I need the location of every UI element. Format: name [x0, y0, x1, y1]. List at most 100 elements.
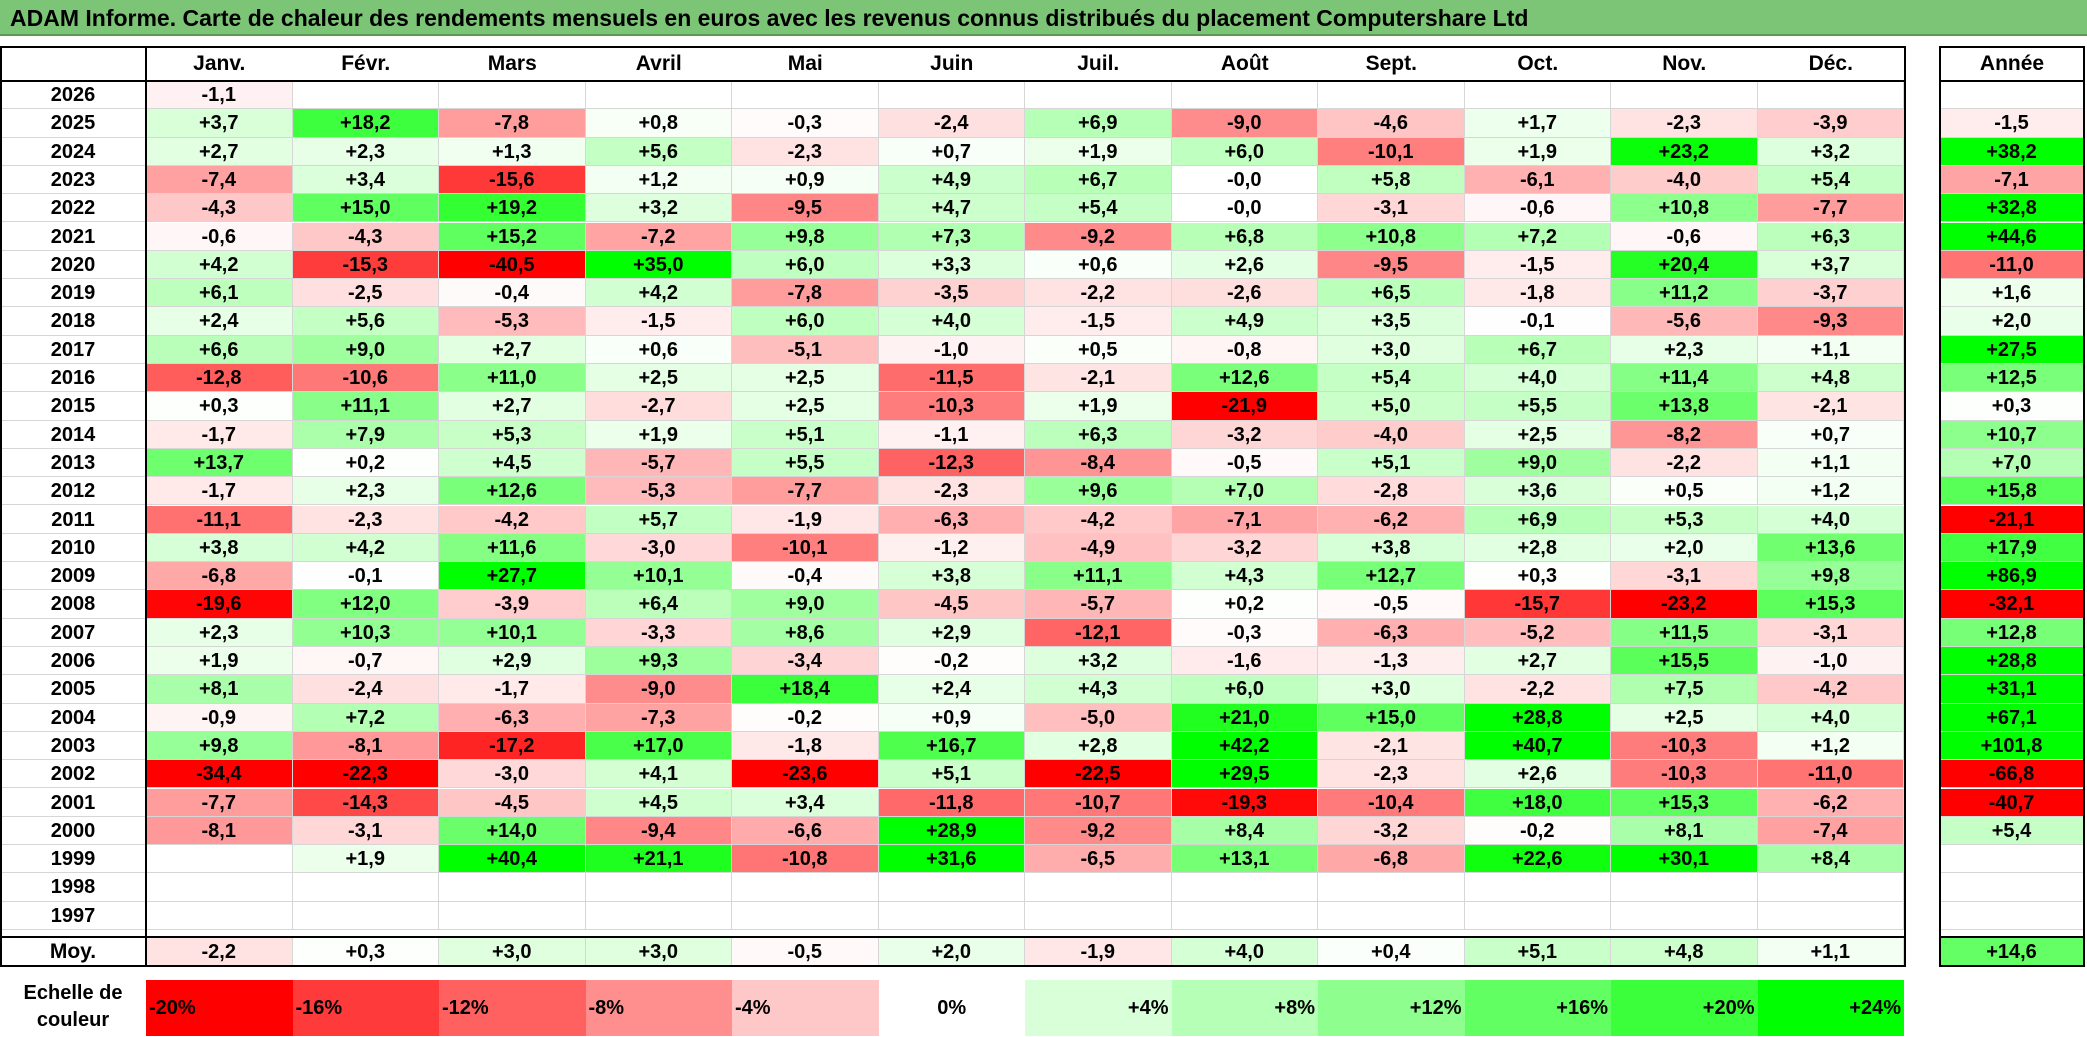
heatmap-cell: -9,5	[1318, 250, 1465, 280]
heatmap-cell: -6,8	[146, 562, 293, 591]
heatmap-cell: +0,7	[878, 137, 1025, 166]
heatmap-cell: +11,1	[1025, 562, 1172, 591]
heatmap-cell: -7,2	[585, 222, 732, 251]
heatmap-cell: +29,5	[1171, 760, 1318, 789]
heatmap-cell: -3,2	[1318, 816, 1465, 846]
heatmap-cell	[1025, 901, 1172, 930]
annual-cell: +27,5	[1939, 335, 2085, 364]
year-label: 2001	[0, 789, 146, 817]
heatmap-cell: -3,1	[1611, 562, 1758, 591]
heatmap-cell: +2,5	[585, 364, 732, 393]
heatmap-cell: -3,9	[1757, 109, 1904, 138]
heatmap-cell: -0,3	[1171, 618, 1318, 647]
heatmap-cell	[1464, 901, 1611, 930]
heatmap-cell: -1,7	[439, 675, 586, 704]
year-label: 2024	[0, 138, 146, 166]
heatmap-cell: -4,2	[1025, 505, 1172, 534]
heatmap-cell: +3,2	[1757, 137, 1904, 166]
heatmap-cell: -3,1	[292, 816, 439, 846]
heatmap-cell: -1,7	[146, 477, 293, 506]
year-label: 1998	[0, 873, 146, 902]
heatmap-cell: +27,7	[439, 562, 586, 591]
heatmap-cell: +2,7	[146, 137, 293, 166]
heatmap-cell: -2,8	[1318, 477, 1465, 506]
average-cell: +1,1	[1757, 937, 1904, 967]
annual-cell	[1939, 845, 2085, 874]
heatmap-cell: +6,9	[1025, 109, 1172, 138]
heatmap-cell: +19,2	[439, 194, 586, 223]
heatmap-cell: -4,6	[1318, 109, 1465, 138]
heatmap-cell: -0,4	[439, 279, 586, 308]
heatmap-cell: +4,0	[1757, 505, 1904, 534]
heatmap-cell: -6,2	[1318, 505, 1465, 534]
heatmap-cell: -2,3	[732, 137, 879, 166]
heatmap-cell: +6,8	[1171, 222, 1318, 251]
heatmap-cell: -10,8	[732, 845, 879, 874]
month-header: Nov.	[1662, 52, 1707, 75]
heatmap-cell: +2,4	[878, 675, 1025, 704]
heatmap-cell: +5,0	[1318, 392, 1465, 421]
heatmap-cell	[1171, 81, 1318, 110]
heatmap-cell: +2,6	[1464, 760, 1611, 789]
heatmap-cell: +21,0	[1171, 703, 1318, 732]
heatmap-cell: +4,2	[585, 279, 732, 308]
heatmap-cell: -40,5	[439, 250, 586, 280]
heatmap-cell: -6,3	[1318, 618, 1465, 647]
heatmap-cell	[292, 901, 439, 930]
heatmap-cell: +2,3	[292, 477, 439, 506]
heatmap-cell: +9,8	[146, 731, 293, 761]
heatmap-cell: -5,3	[439, 307, 586, 336]
heatmap-cell: -2,3	[1318, 760, 1465, 789]
heatmap-cell: -1,6	[1171, 647, 1318, 676]
year-label: 2006	[0, 647, 146, 676]
heatmap-cell: -0,6	[1464, 194, 1611, 223]
heatmap-cell: -0,6	[1611, 222, 1758, 251]
heatmap-cell: +5,7	[585, 505, 732, 534]
year-label: 2014	[0, 421, 146, 449]
heatmap-cell: +3,8	[878, 562, 1025, 591]
annual-cell	[1939, 81, 2085, 110]
color-scale-step: -16%	[292, 980, 439, 1036]
heatmap-cell: -10,3	[1611, 760, 1758, 789]
heatmap-cell: +18,2	[292, 109, 439, 138]
heatmap-cell: +8,1	[146, 675, 293, 704]
heatmap-cell: +1,2	[585, 165, 732, 195]
heatmap-cell: -9,3	[1757, 307, 1904, 336]
heatmap-cell: +4,7	[878, 194, 1025, 223]
heatmap-cell: +15,0	[1318, 703, 1465, 732]
heatmap-cell: -1,5	[1464, 250, 1611, 280]
heatmap-cell: -10,1	[1318, 137, 1465, 166]
heatmap-cell: -8,1	[292, 731, 439, 761]
heatmap-cell: -8,2	[1611, 420, 1758, 449]
annual-cell: +38,2	[1939, 137, 2085, 166]
color-scale-step: -12%	[439, 980, 586, 1036]
year-label: 2023	[0, 166, 146, 195]
heatmap-cell: -1,1	[878, 420, 1025, 449]
heatmap-cell: +21,1	[585, 845, 732, 874]
heatmap-cell: -7,7	[732, 477, 879, 506]
heatmap-cell: -6,3	[878, 505, 1025, 534]
heatmap-cell: +1,9	[1025, 137, 1172, 166]
heatmap-cell: -6,6	[732, 816, 879, 846]
heatmap-cell: +1,2	[1757, 731, 1904, 761]
heatmap-cell	[292, 873, 439, 902]
heatmap-cell: +2,4	[146, 307, 293, 336]
heatmap-cell: -0,3	[732, 109, 879, 138]
heatmap-cell: +5,5	[732, 448, 879, 478]
year-label: 2005	[0, 675, 146, 704]
heatmap-cell	[1757, 81, 1904, 110]
heatmap-cell: -15,7	[1464, 590, 1611, 619]
heatmap-cell: +7,2	[292, 703, 439, 732]
month-header: Mars	[487, 52, 537, 75]
heatmap-cell: -3,1	[1757, 618, 1904, 647]
heatmap-cell: +0,3	[146, 392, 293, 421]
heatmap-cell: -3,9	[439, 590, 586, 619]
heatmap-cell	[292, 81, 439, 110]
color-scale-step: -4%	[732, 980, 879, 1036]
annual-cell: +10,7	[1939, 420, 2085, 449]
heatmap-cell	[878, 81, 1025, 110]
heatmap-cell: +6,3	[1025, 420, 1172, 449]
heatmap-cell: +1,9	[292, 845, 439, 874]
heatmap-cell: +4,5	[439, 448, 586, 478]
heatmap-cell: +8,6	[732, 618, 879, 647]
